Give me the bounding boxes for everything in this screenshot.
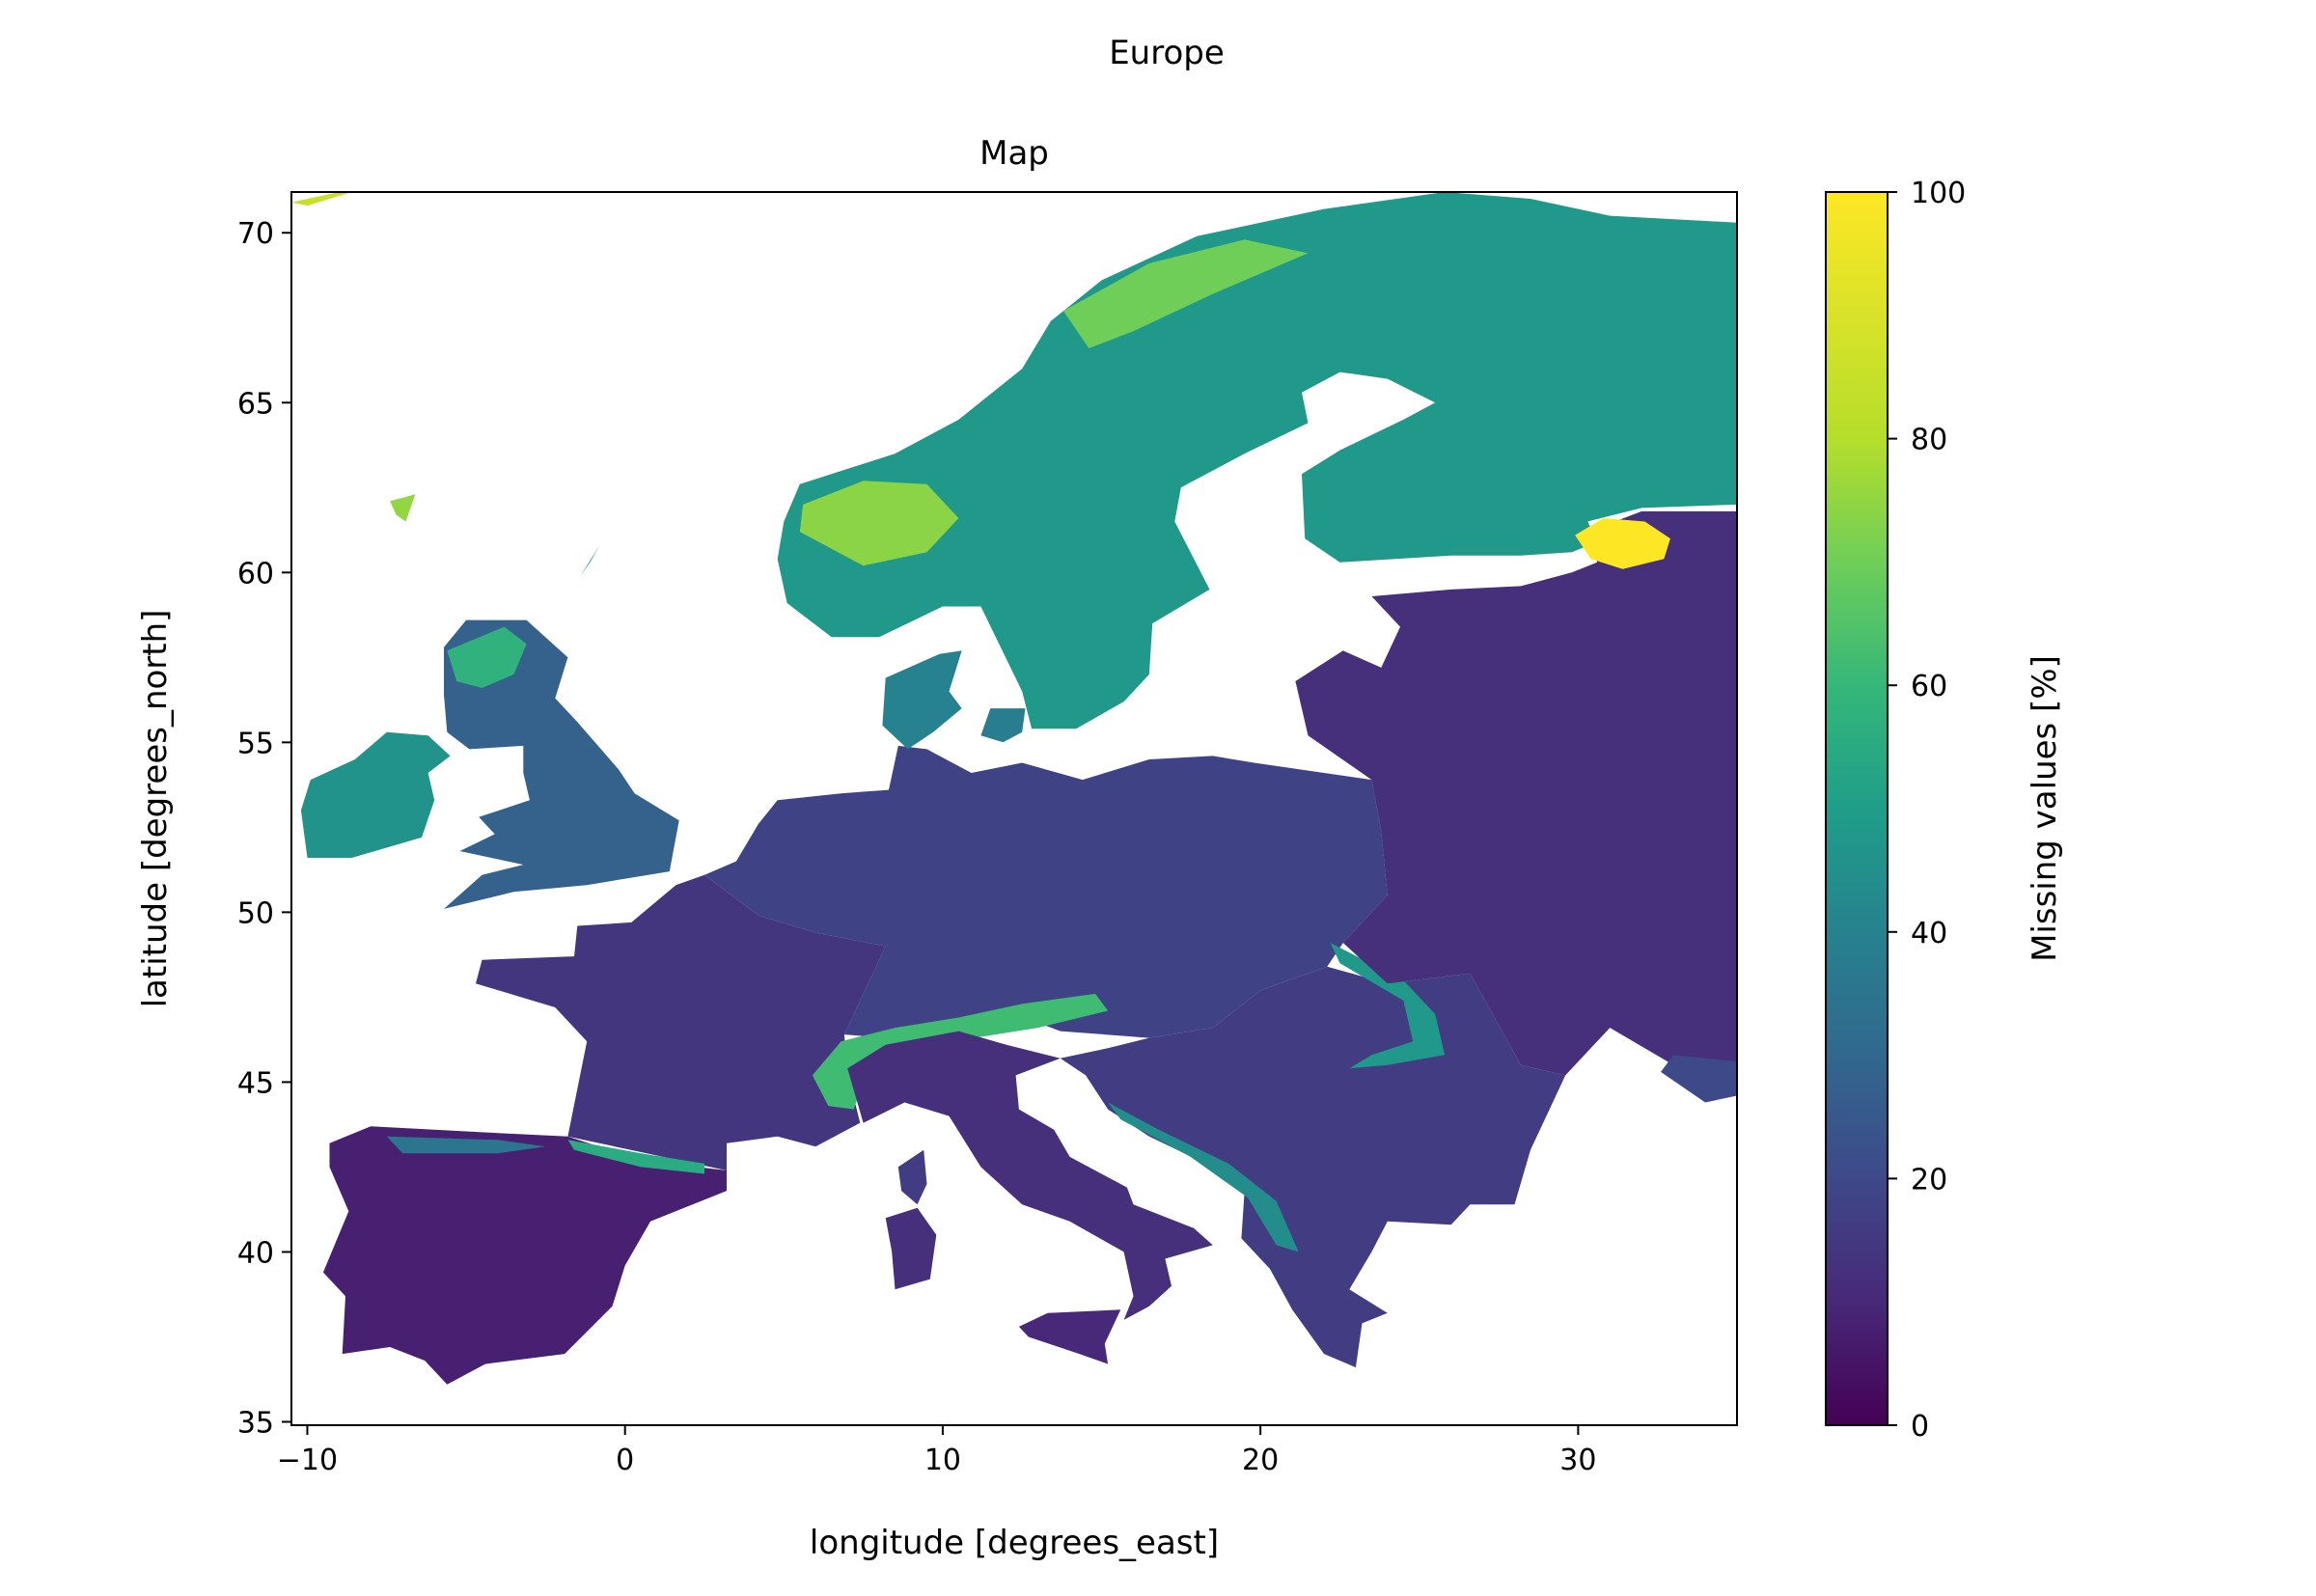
- region-crimea: [1661, 1055, 1737, 1103]
- y-tick-label: 45: [237, 1066, 274, 1100]
- region-shetland: [580, 545, 600, 576]
- region-central-europe: [704, 745, 1388, 1038]
- region-scandinavia: [777, 192, 1737, 729]
- region-pyrenees: [567, 1140, 704, 1174]
- region-iceland-edge: [291, 192, 352, 206]
- region-sicily: [1018, 1309, 1121, 1364]
- region-eastern-plain: [1295, 510, 1737, 1076]
- region-sardinia: [885, 1207, 937, 1290]
- region-ladoga: [1575, 518, 1670, 569]
- region-scandes-north: [1063, 239, 1309, 348]
- colorbar-tick-label: 40: [1911, 917, 1947, 950]
- x-tick-label: 20: [1242, 1444, 1279, 1477]
- x-tick-label: −10: [277, 1444, 338, 1477]
- region-dinaric: [1108, 1102, 1299, 1252]
- y-tick-label: 55: [237, 727, 274, 760]
- y-tick-label: 60: [237, 557, 274, 591]
- colorbar-tick-label: 80: [1911, 424, 1947, 457]
- region-scottish-highlands: [447, 626, 527, 688]
- region-zealand: [980, 708, 1026, 743]
- y-tick-label: 70: [237, 217, 274, 251]
- y-tick-label: 65: [237, 387, 274, 421]
- colorbar-tick-label: 0: [1911, 1410, 1929, 1444]
- axes-title: Map: [979, 134, 1049, 173]
- region-alps: [812, 993, 1109, 1110]
- axes-frame: [290, 191, 1738, 1426]
- region-faroe: [390, 494, 416, 522]
- region-france: [476, 874, 886, 1170]
- x-tick-label: 0: [616, 1444, 634, 1477]
- x-tick-label: 30: [1559, 1444, 1596, 1477]
- region-ireland: [300, 731, 451, 858]
- colorbar: [1825, 191, 1889, 1426]
- colorbar-tick-label: 20: [1911, 1163, 1947, 1197]
- region-iberia: [322, 1126, 727, 1385]
- x-tick-label: 10: [924, 1444, 961, 1477]
- colorbar-ticks: 0 20 40 60 80 100: [1888, 177, 1966, 1444]
- colorbar-tick-label: 60: [1911, 670, 1947, 703]
- map-regions: [291, 192, 1737, 1385]
- region-jutland: [882, 650, 962, 750]
- x-axis-label: longitude [degrees_east]: [810, 1524, 1219, 1562]
- suptitle: Europe: [1109, 34, 1225, 72]
- region-balkans: [1060, 966, 1566, 1368]
- y-tick-label: 50: [237, 896, 274, 930]
- y-axis-ticks: 35 40 45 50 55 60 65 70: [237, 217, 291, 1440]
- region-cantabrian: [386, 1136, 546, 1154]
- colorbar-label: Missing values [%]: [2026, 655, 2064, 962]
- region-norwegian-mountains: [799, 481, 959, 566]
- region-italy: [847, 1031, 1213, 1320]
- region-corsica: [897, 1149, 927, 1205]
- y-tick-label: 40: [237, 1236, 274, 1270]
- colorbar-tick-label: 100: [1911, 177, 1966, 210]
- y-tick-label: 35: [237, 1406, 274, 1440]
- region-carpathians: [1330, 943, 1446, 1069]
- x-axis-ticks: −10 0 10 20 30: [277, 1425, 1596, 1477]
- y-axis-label: latitude [degrees_north]: [136, 610, 175, 1008]
- region-great-britain: [444, 619, 679, 909]
